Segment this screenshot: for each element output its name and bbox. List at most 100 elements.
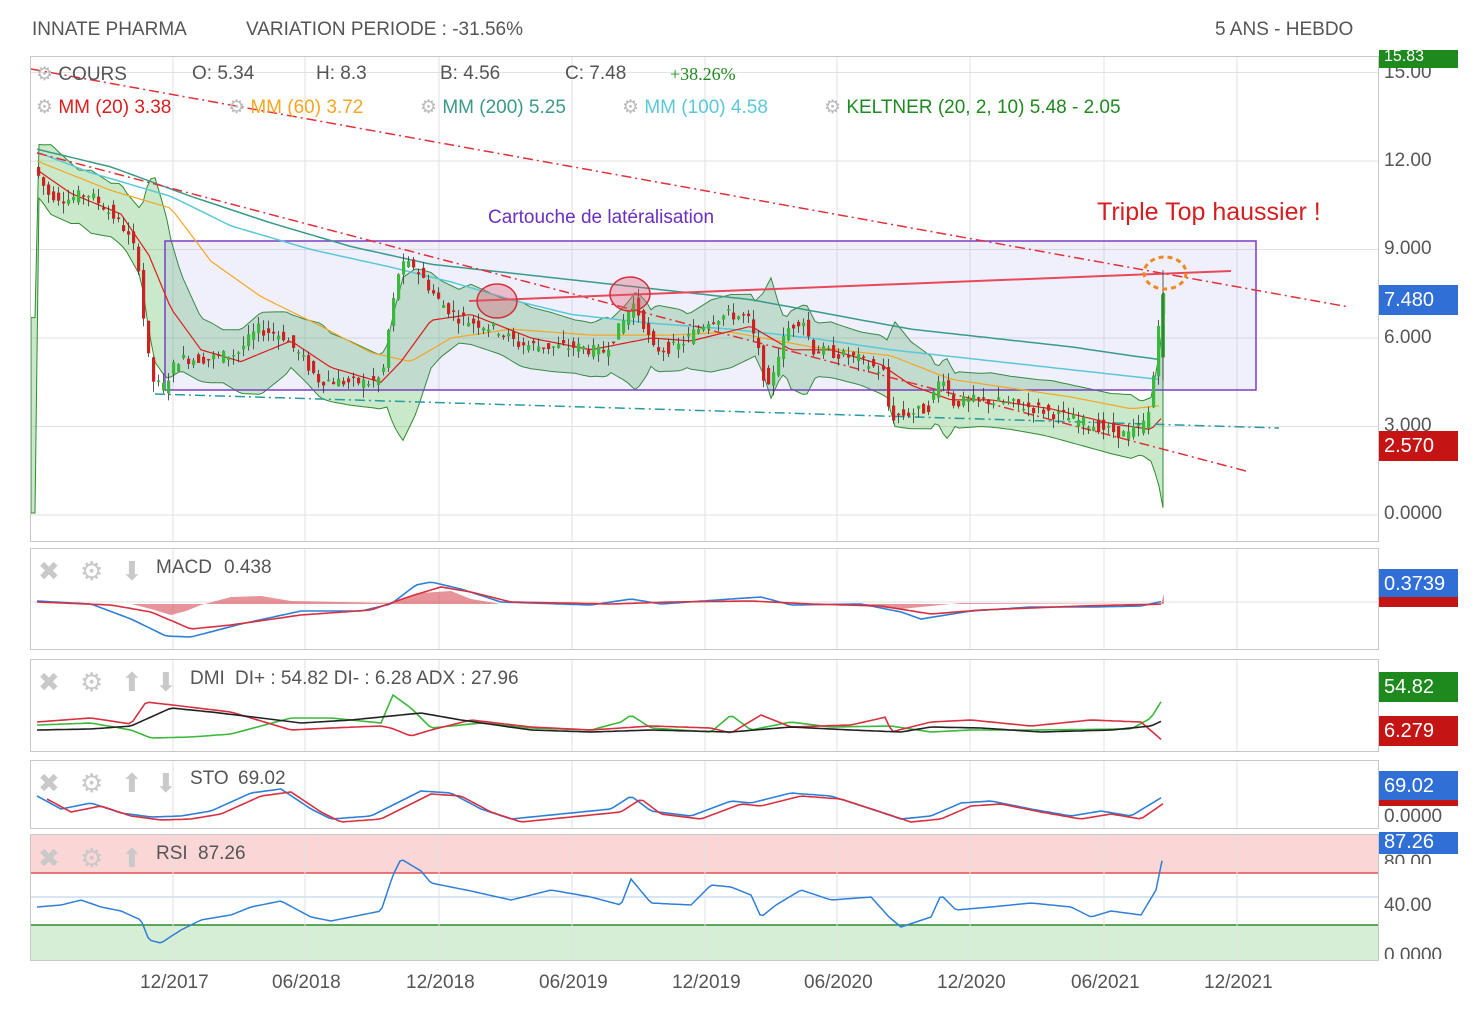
candle-body	[457, 318, 461, 324]
candle-body	[917, 405, 921, 409]
close-icon[interactable]: ✖	[38, 843, 60, 873]
candle-body	[762, 345, 766, 381]
rsi-chart	[31, 835, 1378, 960]
candle-body	[1127, 431, 1131, 440]
candle-body	[1057, 411, 1061, 414]
sto-panel[interactable]	[30, 760, 1379, 829]
candle-body	[977, 397, 981, 399]
candle-body	[592, 344, 596, 357]
legend-cours: ⚙ COURS	[36, 63, 127, 86]
candle-body	[222, 351, 226, 363]
candle-body	[1032, 408, 1036, 414]
macd-chart	[31, 549, 1378, 649]
candle-body	[452, 310, 456, 312]
candle-body	[817, 351, 821, 354]
candle-body	[77, 190, 81, 203]
candle-body	[477, 320, 481, 328]
date-tick: 06/2020	[804, 972, 873, 993]
candle-body	[882, 365, 886, 370]
gear-icon[interactable]: ⚙	[80, 556, 104, 586]
candle-body	[172, 362, 176, 374]
candle-body	[317, 374, 321, 383]
candle-body	[1012, 398, 1016, 401]
candle-body	[522, 342, 526, 346]
candle-body	[57, 192, 61, 201]
candle-body	[867, 366, 871, 369]
mm20-value: 3.38	[134, 97, 172, 118]
gear-icon[interactable]: ⚙	[80, 768, 104, 798]
date-tick: 12/2020	[937, 972, 1006, 993]
candle-body	[397, 274, 401, 300]
gear-icon[interactable]: ⚙	[420, 97, 438, 118]
candle-body	[982, 397, 986, 399]
candle-body	[52, 191, 56, 201]
candle-body	[1112, 422, 1116, 433]
gear-icon[interactable]: ⚙	[36, 97, 54, 118]
macd-panel[interactable]	[30, 548, 1379, 650]
candle-body	[422, 267, 426, 278]
candle-body	[952, 395, 956, 406]
candle-body	[1102, 419, 1106, 430]
candle-body	[807, 319, 811, 337]
candle-body	[372, 376, 376, 381]
period-selector[interactable]: 5 ANS - HEBDO	[1215, 19, 1354, 40]
candle-body	[152, 357, 156, 382]
candle-body	[1097, 419, 1101, 433]
gear-icon[interactable]: ⚙	[228, 97, 246, 118]
arrow-down-icon[interactable]: ⬇	[121, 556, 143, 586]
candle-body	[787, 327, 791, 341]
candle-body	[347, 378, 351, 383]
candle-body	[842, 350, 846, 356]
candle-body	[1082, 416, 1086, 426]
candle-body	[407, 260, 411, 268]
gear-icon[interactable]: ⚙	[824, 97, 842, 118]
candle-body	[627, 311, 631, 325]
rsi-panel[interactable]	[30, 834, 1379, 961]
candle-body	[177, 364, 181, 372]
candle-body	[402, 261, 406, 275]
candle-body	[352, 376, 356, 379]
candle-body	[742, 314, 746, 316]
arrow-up-icon[interactable]: ⬆	[121, 768, 143, 798]
candle-body	[47, 184, 51, 195]
candle-body	[202, 356, 206, 364]
price-panel[interactable]	[30, 56, 1379, 542]
candle-body	[552, 346, 556, 348]
candle-body	[217, 354, 221, 356]
date-tick: 12/2019	[672, 972, 741, 993]
macd-tag-2	[1379, 597, 1458, 607]
candle-body	[1017, 399, 1021, 404]
candle-body	[1072, 414, 1076, 419]
candle-body	[932, 391, 936, 400]
candle-body	[147, 320, 151, 354]
close-icon[interactable]: ✖	[38, 556, 60, 586]
gear-icon[interactable]: ⚙	[622, 97, 640, 118]
triple-top-annotation: Triple Top haussier !	[1097, 198, 1321, 226]
candle-body	[262, 330, 266, 336]
gear-icon[interactable]: ⚙	[80, 667, 104, 697]
price-axis-tick: 0.0000	[1384, 503, 1443, 524]
candle-body	[102, 207, 106, 210]
legend-low: B: 4.56	[440, 63, 501, 84]
candle-body	[877, 372, 881, 374]
dmi-panel[interactable]	[30, 659, 1379, 752]
arrow-up-icon[interactable]: ⬆	[121, 667, 143, 697]
arrow-up-icon[interactable]: ⬆	[121, 843, 143, 873]
candle-body	[1047, 404, 1051, 411]
cours-label: COURS	[58, 64, 127, 85]
gear-icon[interactable]: ⚙	[36, 64, 54, 85]
legend-mm100: ⚙ MM (100) 4.58	[622, 96, 768, 119]
macd-value: 0.438	[224, 557, 272, 578]
candle-body	[907, 412, 911, 417]
candle-body	[837, 354, 841, 359]
candle-body	[282, 331, 286, 341]
mm200-name: MM (200)	[442, 97, 524, 118]
di-minus-line	[36, 701, 1162, 741]
price-chart	[31, 57, 1378, 541]
candle-body	[962, 396, 966, 406]
arrow-down-icon[interactable]: ⬇	[155, 768, 177, 798]
close-icon[interactable]: ✖	[38, 667, 60, 697]
arrow-down-icon[interactable]: ⬇	[155, 667, 177, 697]
gear-icon[interactable]: ⚙	[80, 843, 104, 873]
close-icon[interactable]: ✖	[38, 768, 60, 798]
